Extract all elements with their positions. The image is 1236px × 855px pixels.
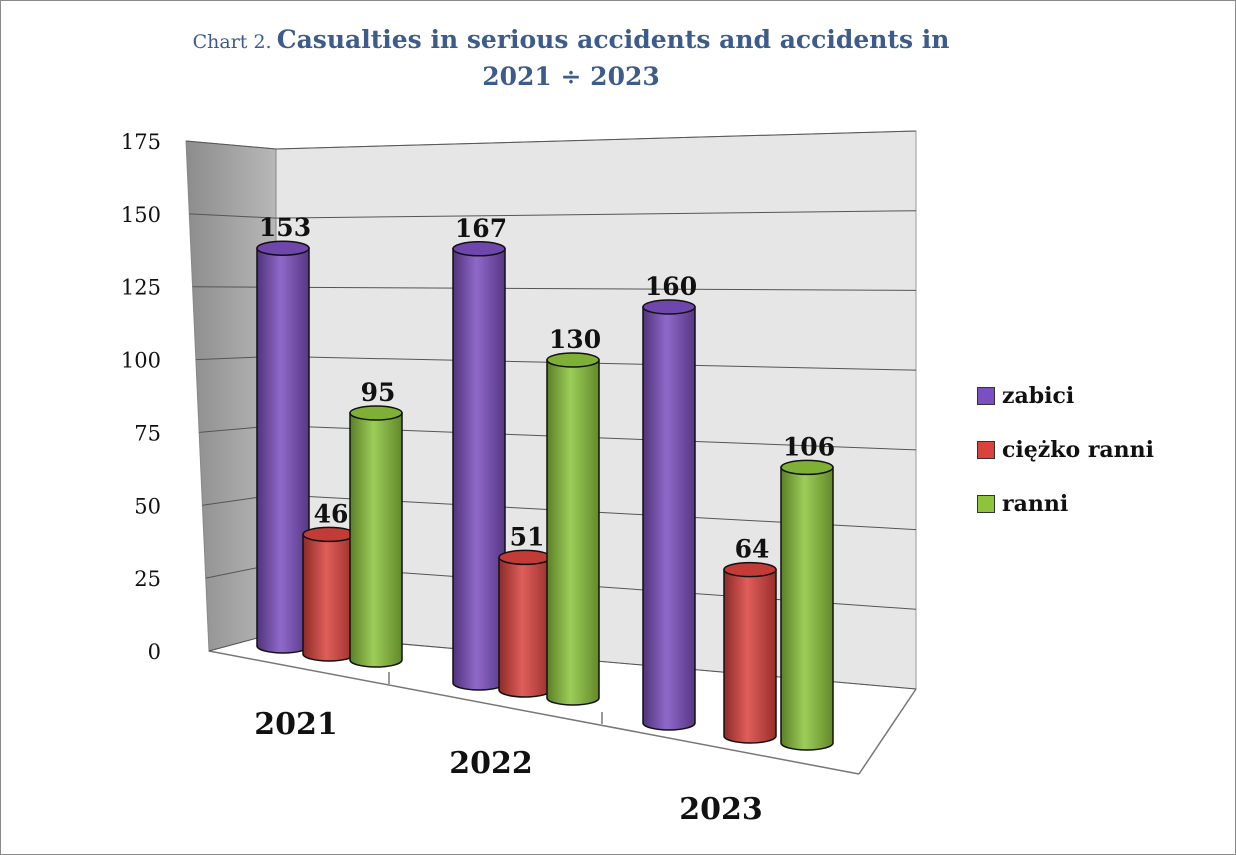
legend-swatch (977, 441, 995, 459)
bar-body (498, 556, 552, 698)
data-label: 64 (735, 535, 770, 564)
y-tick-label: 75 (134, 421, 161, 445)
data-label: 153 (259, 213, 311, 242)
chart-title: Chart 2. Casualties in serious accidents… (191, 23, 951, 97)
floor-right-edge (858, 688, 917, 775)
bar-top (452, 241, 506, 257)
bar-body (302, 533, 356, 662)
legend-label: ciężko ranni (1002, 437, 1155, 463)
y-tick-label: 25 (134, 567, 161, 591)
bar-top (498, 549, 552, 566)
data-label: 106 (783, 432, 835, 461)
bar-2023-2: 106 (780, 432, 835, 751)
bar-top (349, 405, 403, 421)
y-tick-label: 50 (134, 494, 161, 518)
data-label: 95 (361, 378, 396, 407)
back-gridline (275, 286, 917, 291)
bar-2021-1: 46 (302, 499, 356, 662)
bar-top (302, 526, 356, 543)
legend-swatch (977, 387, 995, 405)
side-gridline (189, 213, 277, 219)
data-label: 51 (510, 522, 545, 551)
bar-body (546, 359, 600, 706)
data-label: 167 (455, 214, 507, 243)
x-category-label: 2022 (449, 746, 533, 781)
chart-title-prefix: Chart 2. (192, 31, 272, 53)
bar-body (723, 568, 777, 744)
x-category-label: 2021 (254, 707, 338, 742)
bar-body (349, 412, 403, 668)
legend-item: ciężko ranni (977, 423, 1154, 477)
x-axis-categories: 2021 2022 2023 (254, 707, 763, 827)
chart-title-main: Casualties in serious accidents and acci… (276, 25, 950, 91)
back-gridline (275, 130, 917, 150)
y-tick-label: 100 (121, 349, 161, 373)
data-label: 160 (645, 272, 697, 301)
bar-body (452, 248, 506, 691)
y-tick-label: 150 (121, 203, 161, 227)
chart-bars: 153 46 95 167 51 130 160 64 106 (256, 213, 835, 751)
side-gridline (185, 140, 277, 150)
x-category-label: 2023 (679, 792, 763, 827)
legend-item: zabici (977, 369, 1154, 423)
y-tick-label: 175 (121, 130, 161, 154)
floor-front-edge (208, 650, 860, 775)
legend-label: ranni (1002, 491, 1069, 517)
bar-top (546, 352, 600, 368)
bar-top (642, 299, 696, 315)
bar-2022-1: 51 (498, 522, 552, 698)
bar-top (256, 240, 310, 256)
legend-swatch (977, 495, 995, 513)
y-tick-label: 0 (148, 640, 161, 664)
data-label: 46 (314, 499, 349, 528)
bar-top (780, 459, 834, 476)
bar-2023-0: 160 (642, 272, 697, 731)
y-axis-ticks: 0 25 50 75 100 125 150 175 (121, 130, 161, 664)
bar-body (780, 466, 834, 751)
chart-legend: zabici ciężko ranni ranni (977, 369, 1154, 531)
bar-2023-1: 64 (723, 535, 777, 744)
y-tick-label: 125 (121, 276, 161, 300)
data-label: 130 (549, 325, 601, 354)
legend-label: zabici (1002, 383, 1075, 409)
bar-2022-2: 130 (546, 325, 601, 706)
bar-body (256, 247, 310, 654)
bar-body (642, 306, 696, 731)
bar-2021-2: 95 (349, 378, 403, 668)
bar-top (723, 561, 777, 578)
legend-item: ranni (977, 477, 1154, 531)
back-gridline (275, 210, 917, 219)
bar-2021-0: 153 (256, 213, 311, 654)
